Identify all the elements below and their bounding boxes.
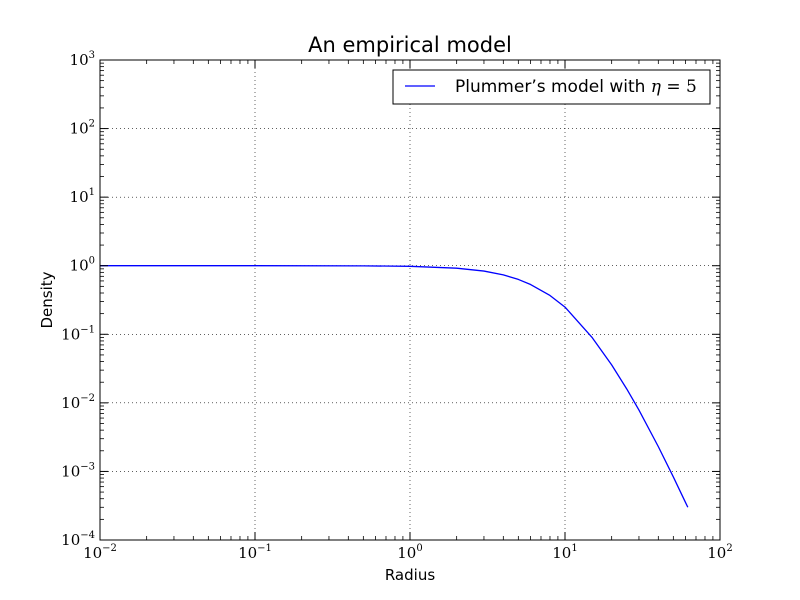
x-tick-label: 101 bbox=[552, 543, 577, 562]
legend-label-suffix: = 5 bbox=[661, 77, 697, 97]
y-tick-labels: 10−4 10−3 10−2 10−1 100 101 102 103 bbox=[61, 50, 95, 549]
series-line bbox=[100, 265, 689, 508]
y-tick-label: 10−1 bbox=[61, 324, 95, 343]
x-tick-label: 102 bbox=[707, 543, 732, 562]
y-tick-label: 10−2 bbox=[61, 393, 95, 412]
x-tick-label: 10−1 bbox=[238, 543, 272, 562]
x-axis-label: Radius bbox=[385, 566, 435, 584]
axis-ticks bbox=[99, 59, 721, 541]
plot-area bbox=[100, 265, 689, 508]
legend-label-symbol: η bbox=[651, 77, 662, 97]
legend-box bbox=[392, 69, 711, 105]
legend-label: Plummer’s model with η = 5 bbox=[455, 77, 697, 97]
legend: Plummer’s model with η = 5 bbox=[392, 69, 711, 105]
y-tick-label: 100 bbox=[70, 256, 95, 275]
y-tick-label: 102 bbox=[70, 119, 95, 138]
y-tick-label: 10−3 bbox=[61, 461, 95, 480]
legend-label-prefix: Plummer’s model with bbox=[455, 77, 651, 97]
x-tick-label: 100 bbox=[397, 543, 422, 562]
grid bbox=[100, 60, 720, 540]
y-axis-label: Density bbox=[38, 271, 56, 328]
x-tick-labels: 10−2 10−1 100 101 102 bbox=[83, 543, 733, 562]
chart-title: An empirical model bbox=[308, 33, 512, 57]
y-tick-label: 101 bbox=[70, 187, 95, 206]
y-tick-label: 103 bbox=[70, 50, 95, 69]
y-tick-label: 10−4 bbox=[61, 530, 95, 549]
x-tick-label: 10−2 bbox=[83, 543, 117, 562]
